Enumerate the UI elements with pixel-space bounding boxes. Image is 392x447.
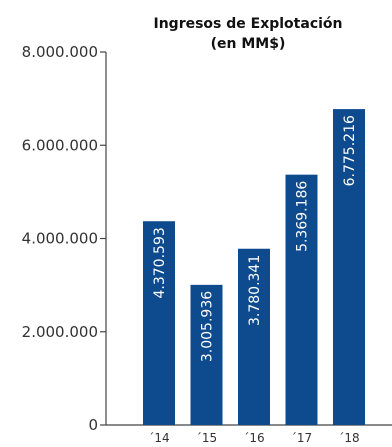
chart-title-line-1: Ingresos de Explotación [154, 16, 343, 32]
bar [333, 109, 365, 425]
bar [285, 174, 318, 425]
bar-value-label: 6.775.216 [342, 115, 358, 186]
y-tick-label: 8.000.000 [22, 43, 98, 61]
bar-value-label: 3.780.341 [247, 255, 263, 326]
bar [190, 284, 223, 425]
x-category-label: ´15 [196, 431, 217, 445]
y-tick-label: 6.000.000 [22, 136, 98, 154]
chart-title-line-2: (en MM$) [211, 36, 286, 52]
bars: 4.370.593 ´14 3.005.936 ´15 3.780.341 ´16 5.36… [143, 109, 365, 445]
bar [238, 248, 270, 425]
x-category-label: ´17 [291, 431, 312, 445]
axes: 0 2.000.000 4.000.000 6.000.000 8.000.000 [22, 43, 392, 434]
y-tick-label: 2.000.000 [22, 323, 98, 341]
x-category-label: ´14 [148, 431, 169, 445]
x-category-label: ´16 [243, 431, 264, 445]
bar-value-label: 4.370.593 [152, 227, 168, 298]
y-tick-label: 0 [88, 416, 98, 434]
bar [143, 221, 175, 425]
bar-value-label: 3.005.936 [200, 291, 216, 362]
y-tick-label: 4.000.000 [22, 230, 98, 248]
bar-value-label: 5.369.186 [295, 181, 311, 252]
x-category-label: ´18 [338, 431, 359, 445]
